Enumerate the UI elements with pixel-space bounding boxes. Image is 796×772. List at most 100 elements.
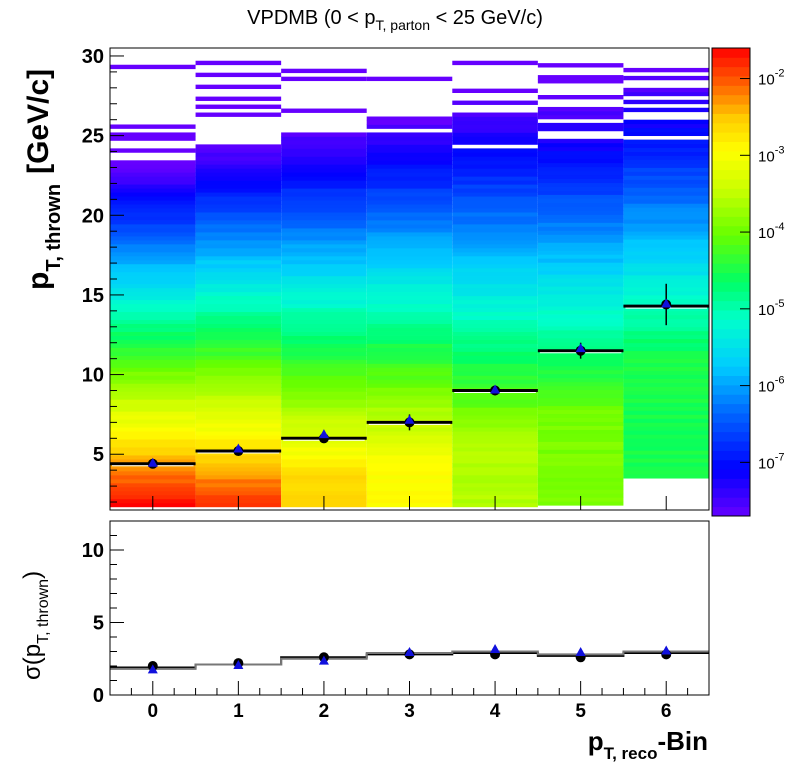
heatmap-cell [281,403,367,408]
heatmap-cell [537,326,624,331]
heatmap-cell [623,402,709,407]
heatmap-cell [195,196,282,201]
bottom-x-tick-label: 4 [490,701,501,722]
heatmap-cell [537,146,624,152]
heatmap-cell [452,235,538,241]
heatmap-cell [452,443,538,448]
heatmap-cell [110,431,196,436]
heatmap-cell [452,435,538,440]
heatmap-cell [366,299,453,305]
heatmap-cell [452,184,538,189]
sigma-point-triangle [404,646,415,656]
heatmap-cell [366,160,453,165]
heatmap-cell [537,79,624,84]
heatmap-cell [623,366,709,371]
bottom-x-tick-label: 0 [147,701,158,722]
heatmap-cell [452,343,538,348]
heatmap-cell [537,314,624,319]
heatmap-cell [537,369,624,375]
heatmap-cell [195,347,282,352]
x-axis-label: pT, reco-Bin [588,726,708,763]
sigma-point-triangle [661,645,672,655]
title-post: < 25 GeV/c) [430,7,543,29]
heatmap-cell [281,459,367,464]
heatmap-cell [281,160,367,165]
heatmap-cell [195,371,282,376]
heatmap-cell [281,68,367,74]
heatmap-cell [110,351,196,356]
heatmap-cell [281,331,367,336]
heatmap-cell [195,407,282,412]
heatmap-cell [366,399,453,404]
heatmap-cell [110,335,196,340]
heatmap-cell [537,298,624,303]
heatmap-cell [281,474,367,480]
heatmap-cell [281,451,367,456]
heatmap-cell [110,315,196,321]
heatmap-cell [110,148,196,153]
heatmap-cell [537,190,624,195]
heatmap-cell [195,200,282,205]
heatmap-cell [281,156,367,161]
heatmap-cell [281,188,367,193]
heatmap-cell [110,220,196,225]
heatmap-cell [110,247,196,253]
bottom-ylabel-post: ) [19,571,46,579]
heatmap-cell [452,455,538,460]
heatmap-cell [110,395,196,400]
heatmap-cell [623,139,709,144]
heatmap-cell [281,395,367,400]
heatmap-cell [281,251,367,257]
heatmap-cell [537,425,624,430]
data-point-triangle [575,343,586,353]
heatmap-cell [623,123,709,129]
colorbar [712,48,750,517]
colorbar-segment [712,235,750,245]
colorbar-segment [712,403,750,414]
bottom-ylabel-sub: T, thrown [35,579,52,644]
colorbar-segment [712,197,750,208]
heatmap-cell [110,164,196,169]
heatmap-cell [366,411,453,416]
heatmap-cell [281,315,367,321]
heatmap-cell [537,357,624,363]
heatmap-cell [110,387,196,392]
heatmap-cell [537,158,624,164]
heatmap-cell [623,462,709,467]
heatmap-cell [623,99,709,105]
heatmap-cell [110,251,196,257]
heatmap-cell [281,220,367,225]
heatmap-cell [537,95,624,100]
heatmap-cell [281,379,367,384]
heatmap-cell [110,355,196,360]
heatmap-cell [366,335,453,340]
heatmap-cell [366,451,453,456]
colorbar-segment [712,76,750,86]
y-tick-label: 5 [93,444,104,466]
heatmap-cell [623,438,709,443]
colorbar-segment [712,487,750,498]
heatmap-cell [195,232,282,237]
heatmap-cell [110,407,196,412]
xlabel-post: -Bin [657,726,708,756]
heatmap-cell [281,299,367,305]
chart-title: VPDMB (0 < pT, parton < 25 GeV/c) [247,7,543,33]
heatmap-cell [452,176,538,181]
heatmap-cell [366,391,453,396]
colorbar-segment [712,431,750,442]
heatmap-cell [537,389,624,395]
heatmap-cell [195,220,282,225]
heatmap-cell [537,429,624,434]
heatmap-cell [195,104,282,109]
heatmap-cell [110,375,196,380]
heatmap-cell [281,375,367,380]
heatmap-cell [623,127,709,133]
colorbar-segment [712,384,750,395]
heatmap-cell [195,427,282,432]
colorbar-segment [712,253,750,264]
heatmap-cell [537,433,624,438]
heatmap-cell [537,238,624,243]
heatmap-cell [281,419,367,424]
heatmap-cell [110,216,196,221]
heatmap-cell [195,160,282,165]
